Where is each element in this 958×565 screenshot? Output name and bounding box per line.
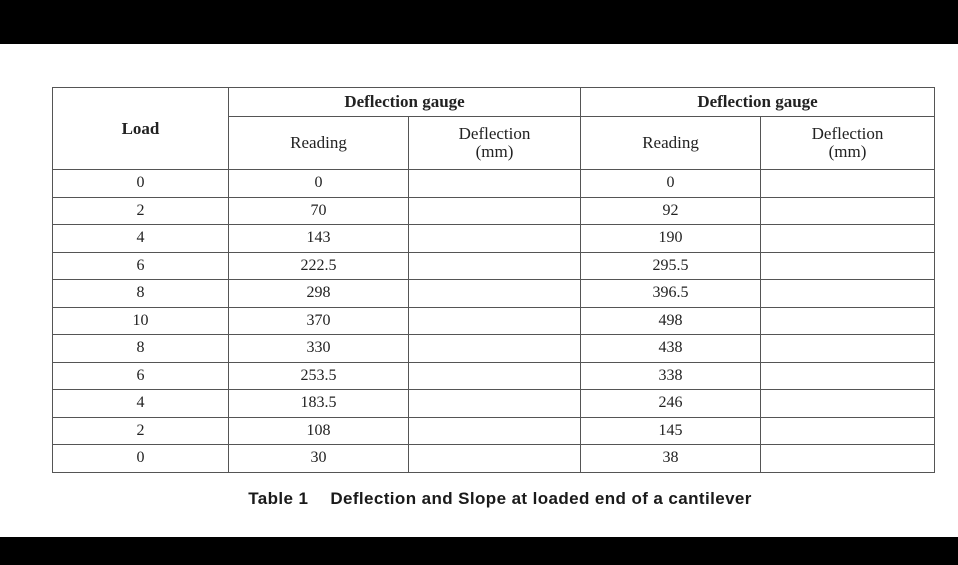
- load-cell: 0: [52, 169, 229, 198]
- load-cell: 6: [52, 251, 229, 280]
- load-cell: 2: [52, 196, 229, 225]
- load-cell: 8: [52, 279, 229, 308]
- load-cell: 6: [52, 361, 229, 390]
- deflection-2-cell: [760, 251, 936, 280]
- table-row: 4 183.5 246: [52, 389, 936, 418]
- reading-1-cell: 143: [228, 224, 409, 253]
- deflection-1-cell: [407, 224, 582, 253]
- table-row: 6 222.5 295.5: [52, 251, 936, 280]
- caption-label: Table 1: [248, 489, 309, 508]
- header-deflection-mm-1: Deflection (mm): [407, 116, 582, 170]
- deflection-1-cell: [407, 251, 582, 280]
- deflection-2-cell: [760, 334, 936, 363]
- reading-2-cell: 338: [580, 361, 762, 390]
- deflection-1-cell: [407, 334, 582, 363]
- deflection-2-cell: [760, 196, 936, 225]
- table-row: 10 370 498: [52, 306, 936, 335]
- deflection-1-cell: [407, 169, 582, 198]
- reading-2-cell: 396.5: [580, 279, 762, 308]
- header-deflection-gauge-2: Deflection gauge: [580, 87, 936, 117]
- load-cell: 10: [52, 306, 229, 335]
- reading-2-cell: 0: [580, 169, 762, 198]
- deflection-1-cell: [407, 416, 582, 445]
- document-page: Load Deflection gauge Deflection gauge R…: [0, 44, 958, 537]
- reading-2-cell: 38: [580, 444, 762, 473]
- load-cell: 8: [52, 334, 229, 363]
- deflection-2-cell: [760, 306, 936, 335]
- load-cell: 2: [52, 416, 229, 445]
- header-reading-2: Reading: [580, 116, 762, 170]
- caption-text: Deflection and Slope at loaded end of a …: [330, 489, 752, 508]
- deflection-2-cell: [760, 389, 936, 418]
- reading-1-cell: 108: [228, 416, 409, 445]
- deflection-1-cell: [407, 389, 582, 418]
- table-row: 6 253.5 338: [52, 361, 936, 390]
- reading-1-cell: 330: [228, 334, 409, 363]
- deflection-2-cell: [760, 279, 936, 308]
- header-deflection-gauge-1: Deflection gauge: [227, 87, 582, 117]
- deflection-2-cell: [760, 361, 936, 390]
- reading-2-cell: 145: [580, 416, 762, 445]
- reading-1-cell: 30: [228, 444, 409, 473]
- reading-1-cell: 253.5: [228, 361, 409, 390]
- deflection-2-cell: [760, 224, 936, 253]
- table-caption: Table 1 Deflection and Slope at loaded en…: [0, 489, 958, 509]
- reading-1-cell: 370: [228, 306, 409, 335]
- reading-2-cell: 295.5: [580, 251, 762, 280]
- reading-1-cell: 298: [228, 279, 409, 308]
- reading-2-cell: 438: [580, 334, 762, 363]
- header-deflection-1-label: Deflection: [458, 124, 531, 143]
- reading-2-cell: 92: [580, 196, 762, 225]
- load-cell: 0: [52, 444, 229, 473]
- reading-1-cell: 183.5: [228, 389, 409, 418]
- header-load: Load: [52, 87, 229, 170]
- deflection-1-cell: [407, 361, 582, 390]
- table-row: 2 108 145: [52, 416, 936, 445]
- deflection-2-cell: [760, 169, 936, 198]
- deflection-1-cell: [407, 196, 582, 225]
- deflection-2-cell: [760, 444, 936, 473]
- header-deflection-mm-2: Deflection (mm): [760, 116, 936, 170]
- deflection-1-cell: [407, 444, 582, 473]
- deflection-table: Load Deflection gauge Deflection gauge R…: [52, 87, 936, 473]
- deflection-1-cell: [407, 306, 582, 335]
- deflection-2-cell: [760, 416, 936, 445]
- table-row: 8 330 438: [52, 334, 936, 363]
- reading-1-cell: 0: [228, 169, 409, 198]
- table-row: 0 30 38: [52, 444, 936, 473]
- table-row: 8 298 396.5: [52, 279, 936, 308]
- header-deflection-1-unit: (mm): [475, 142, 514, 161]
- header-deflection-2-unit: (mm): [828, 142, 867, 161]
- reading-1-cell: 222.5: [228, 251, 409, 280]
- header-reading-1: Reading: [228, 116, 409, 170]
- deflection-1-cell: [407, 279, 582, 308]
- header-deflection-2-label: Deflection: [811, 124, 884, 143]
- reading-2-cell: 498: [580, 306, 762, 335]
- reading-2-cell: 190: [580, 224, 762, 253]
- table-body: 0 0 0 2 70 92 4 143 190 6 222.5 295.5 8 298 396.5 10 370…: [52, 169, 936, 473]
- reading-2-cell: 246: [580, 389, 762, 418]
- load-cell: 4: [52, 389, 229, 418]
- table-row: 2 70 92: [52, 196, 936, 225]
- load-cell: 4: [52, 224, 229, 253]
- table-row: 4 143 190: [52, 224, 936, 253]
- reading-1-cell: 70: [228, 196, 409, 225]
